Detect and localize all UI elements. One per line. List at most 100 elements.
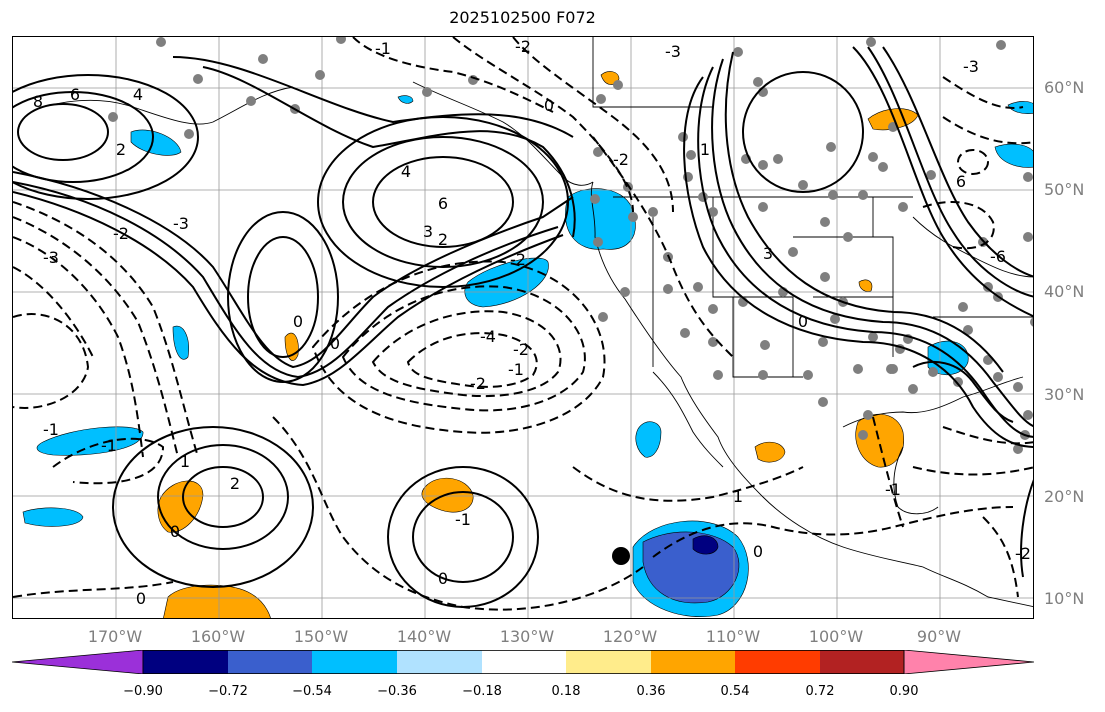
positive-anomaly-patch bbox=[858, 279, 873, 292]
lat-label: 40°N bbox=[1044, 282, 1085, 301]
colorbar-segment bbox=[397, 650, 482, 674]
contour-label-layer: 8 6 4 2 -1 -2 0 -3 -3 -3 -2 4 6 3 2 -2 -… bbox=[33, 37, 1031, 608]
contour-label: -1 bbox=[455, 510, 471, 529]
lon-label: 130°W bbox=[499, 627, 555, 646]
contour-label: 0 bbox=[438, 569, 448, 588]
colorbar-tick: −0.54 bbox=[292, 684, 332, 699]
negative-anomaly-patch bbox=[565, 188, 636, 250]
contour-label: -1 bbox=[508, 360, 524, 379]
colorbar-segment bbox=[228, 650, 312, 674]
contour-label: 4 bbox=[401, 162, 411, 181]
anomaly-fill-layer bbox=[22, 71, 1033, 618]
negative-anomaly-patch bbox=[130, 129, 182, 156]
colorbar-tick: −0.36 bbox=[377, 684, 417, 699]
negative-anomaly-patch bbox=[397, 95, 414, 104]
contour-label: -3 bbox=[665, 42, 681, 61]
lat-label: 50°N bbox=[1044, 180, 1085, 199]
contour-label: 6 bbox=[438, 194, 448, 213]
colorbar bbox=[12, 650, 1034, 674]
colorbar-tick: 0.36 bbox=[636, 684, 666, 699]
contour-label: -1 bbox=[101, 436, 117, 455]
positive-anomaly-patch bbox=[163, 584, 271, 618]
contour-label: 6 bbox=[70, 85, 80, 104]
contour-label: 0 bbox=[170, 522, 180, 541]
contour-label: -3 bbox=[173, 214, 189, 233]
contour-label: 0 bbox=[753, 542, 763, 561]
location-marker bbox=[612, 547, 630, 565]
colorbar-segment bbox=[312, 650, 397, 674]
negative-anomaly-patch bbox=[994, 143, 1033, 168]
contour-label: 2 bbox=[230, 474, 240, 493]
contour-label: -3 bbox=[43, 248, 59, 267]
negative-anomaly-patch bbox=[692, 535, 719, 555]
contour-label: -1 bbox=[43, 420, 59, 439]
map-title: 2025102500 F072 bbox=[449, 8, 596, 27]
colorbar-tick: 0.72 bbox=[805, 684, 835, 699]
positive-anomaly-patch bbox=[855, 413, 904, 468]
contour-label: -2 bbox=[470, 374, 486, 393]
contour-label: 1 bbox=[180, 452, 190, 471]
colorbar-segment bbox=[566, 650, 651, 674]
contour-label: 4 bbox=[133, 85, 143, 104]
colorbar-tick: 0.18 bbox=[551, 684, 581, 699]
colorbar-segment bbox=[12, 650, 144, 674]
positive-anomaly-patch bbox=[600, 71, 620, 85]
contour-label: -1 bbox=[375, 39, 391, 58]
colorbar-tick: −0.90 bbox=[123, 684, 163, 699]
contour-label: -2 bbox=[515, 37, 531, 56]
colorbar-tick: −0.18 bbox=[462, 684, 502, 699]
negative-anomaly-patch bbox=[635, 421, 662, 458]
negative-contours bbox=[13, 37, 1033, 611]
lon-label: 140°W bbox=[396, 627, 452, 646]
contour-label: -6 bbox=[990, 247, 1006, 266]
contour-label: 2 bbox=[438, 230, 448, 249]
contour-label: -2 bbox=[113, 224, 129, 243]
colorbar-segment bbox=[735, 650, 820, 674]
positive-anomaly-patch bbox=[421, 477, 474, 513]
contour-label: 3 bbox=[423, 222, 433, 241]
lon-label: 160°W bbox=[190, 627, 246, 646]
lat-label: 20°N bbox=[1044, 487, 1085, 506]
lat-label: 30°N bbox=[1044, 385, 1085, 404]
lat-label: 60°N bbox=[1044, 78, 1085, 97]
contour-label: -2 bbox=[1015, 544, 1031, 563]
colorbar-tick: −0.72 bbox=[208, 684, 248, 699]
contour-label: -2 bbox=[510, 250, 526, 269]
positive-contours bbox=[13, 46, 1033, 608]
map-canvas: 8 6 4 2 -1 -2 0 -3 -3 -3 -2 4 6 3 2 -2 -… bbox=[13, 37, 1033, 618]
lon-label: 90°W bbox=[916, 627, 962, 646]
contour-label: 3 bbox=[763, 244, 773, 263]
negative-anomaly-patch bbox=[36, 426, 144, 456]
contour-label: 6 bbox=[956, 172, 966, 191]
contour-label: -4 bbox=[480, 327, 496, 346]
negative-anomaly-patch bbox=[172, 325, 189, 360]
contour-label: 0 bbox=[330, 334, 340, 353]
colorbar-tick: 0.90 bbox=[889, 684, 919, 699]
map-panel: 8 6 4 2 -1 -2 0 -3 -3 -3 -2 4 6 3 2 -2 -… bbox=[12, 36, 1034, 619]
positive-anomaly-patch bbox=[754, 441, 786, 463]
lon-label: 170°W bbox=[87, 627, 143, 646]
colorbar-segment bbox=[482, 650, 566, 674]
contour-label: 0 bbox=[798, 312, 808, 331]
contour-label: 0 bbox=[544, 96, 554, 115]
negative-anomaly-patch bbox=[464, 257, 549, 308]
contour-label: 1 bbox=[700, 140, 710, 159]
contour-label: -1 bbox=[885, 480, 901, 499]
colorbar-segment bbox=[651, 650, 735, 674]
contour-label: 8 bbox=[33, 92, 43, 111]
contour-label: -2 bbox=[613, 150, 629, 169]
contour-label: 1 bbox=[733, 487, 743, 506]
colorbar-segment bbox=[903, 650, 1034, 674]
colorbar-tick: 0.54 bbox=[720, 684, 750, 699]
lon-label: 100°W bbox=[808, 627, 864, 646]
lon-label: 120°W bbox=[602, 627, 658, 646]
negative-anomaly-patch bbox=[22, 507, 84, 527]
positive-anomaly-patch bbox=[157, 480, 204, 533]
coastlines bbox=[42, 37, 1033, 608]
contour-label: -2 bbox=[513, 340, 529, 359]
lon-label: 150°W bbox=[293, 627, 349, 646]
contour-label: 2 bbox=[116, 140, 126, 159]
colorbar-segment bbox=[143, 650, 228, 674]
lon-label: 110°W bbox=[705, 627, 761, 646]
contour-label: 0 bbox=[136, 589, 146, 608]
